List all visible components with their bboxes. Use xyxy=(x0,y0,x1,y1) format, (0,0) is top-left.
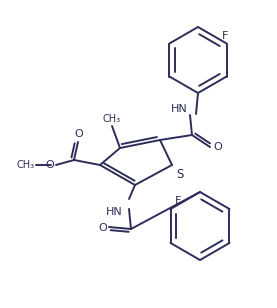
Text: CH₃: CH₃ xyxy=(103,114,121,124)
Text: O: O xyxy=(213,142,222,152)
Text: F: F xyxy=(221,30,228,40)
Text: HN: HN xyxy=(171,104,188,114)
Text: O: O xyxy=(45,160,54,170)
Text: O: O xyxy=(75,129,83,139)
Text: F: F xyxy=(175,196,181,206)
Text: O: O xyxy=(98,223,107,233)
Text: CH₃: CH₃ xyxy=(17,160,35,170)
Text: HN: HN xyxy=(106,207,123,217)
Text: S: S xyxy=(176,168,183,181)
